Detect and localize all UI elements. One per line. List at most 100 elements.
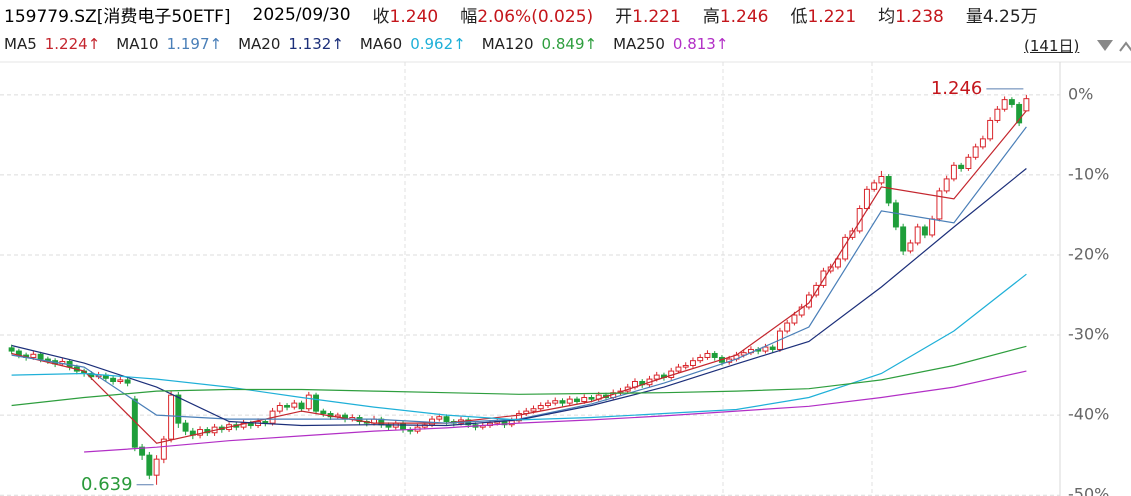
quote: 收1.240 <box>373 2 439 27</box>
quote: 量4.25万 <box>966 2 1038 27</box>
candle-body <box>175 394 182 424</box>
candle-body <box>153 458 160 476</box>
candle-body <box>566 398 573 404</box>
candle-body <box>856 208 863 232</box>
candle-body <box>653 374 660 380</box>
candle-body <box>400 422 406 431</box>
candle-body <box>834 258 841 268</box>
candle-body <box>117 379 124 382</box>
candle-body <box>762 346 769 352</box>
candle-body <box>914 226 921 244</box>
date-group: 2025/09/30 <box>253 5 351 25</box>
quote-header: 159779.SZ[消费电子50ETF] 2025/09/30 收1.240 幅2.0… <box>4 2 1060 28</box>
candle-body <box>1001 99 1008 110</box>
symbol: 159779.SZ[消费电子50ETF] <box>4 7 231 27</box>
quote-label: 量 <box>965 7 983 27</box>
quote-label: 开 <box>615 7 633 27</box>
candle-body <box>552 400 559 404</box>
legend-name: MA120 <box>481 35 534 53</box>
candle-body <box>574 398 580 403</box>
legend-name: MA10 <box>116 35 159 53</box>
ma-line <box>11 126 1027 424</box>
quote-label: 低 <box>790 7 808 27</box>
y-tick-label: -50% <box>1068 485 1109 496</box>
candle-body <box>305 394 312 410</box>
quote-label: 高 <box>702 7 720 27</box>
plot-area: 0% -10% -20% -30% -40% -50% 1.246 0.639 <box>0 78 1109 496</box>
quote-value: 1.246 <box>719 7 769 27</box>
candle-body <box>443 416 450 423</box>
candle-body <box>537 405 544 410</box>
candle-body <box>1008 99 1015 105</box>
candle-body <box>197 429 204 436</box>
ma-line <box>84 370 1027 453</box>
ma-line <box>11 345 1027 407</box>
legend-value: 1.132↑ <box>288 35 344 53</box>
quote-value: 1.238 <box>895 7 944 27</box>
candle-body <box>516 413 522 422</box>
candle-body <box>987 119 994 140</box>
candle-body <box>1016 103 1023 124</box>
legend-value: 1.197↑ <box>166 35 223 53</box>
candle-body <box>182 422 189 432</box>
candle-body <box>37 353 44 360</box>
y-tick-label: -10% <box>1068 164 1109 183</box>
legend-value: 1.224↑ <box>44 35 101 53</box>
symbol-group: 159779.SZ[消费电子50ETF] <box>4 2 231 27</box>
legend-value: 0.813↑ <box>672 35 729 53</box>
candle-body <box>139 446 146 456</box>
candle-body <box>950 164 957 180</box>
candle-body <box>168 394 175 440</box>
candle-body <box>813 284 820 296</box>
candle-body <box>798 306 805 316</box>
candle-body <box>958 164 965 169</box>
legend-value: 0.849↑ <box>541 35 598 53</box>
candle-body <box>581 397 588 403</box>
quote: 均1.238 <box>878 2 944 27</box>
period-selector[interactable]: (141日) <box>1024 37 1080 55</box>
candle-body <box>878 176 885 184</box>
legend-name: MA60 <box>359 35 403 53</box>
quote-label: 幅 <box>460 7 478 27</box>
candle-body <box>247 422 254 427</box>
candle-body <box>284 405 291 408</box>
candle-body <box>885 176 892 204</box>
candle-body <box>436 416 443 420</box>
candle-body <box>146 454 153 476</box>
candle-body <box>936 190 943 220</box>
candle-body <box>871 182 878 190</box>
candle-body <box>276 405 283 412</box>
legend-entry: MA120 0.849↑ <box>482 35 597 53</box>
quote: 低1.221 <box>790 2 856 27</box>
candle-body <box>972 146 979 158</box>
candle-body <box>320 410 327 415</box>
candle-body <box>820 270 827 286</box>
annotation: 0.639 <box>81 474 133 495</box>
candle-body <box>8 347 15 352</box>
date: 2025/09/30 <box>252 4 351 25</box>
quote-value: 4.25万 <box>982 7 1038 27</box>
candle-body <box>805 294 812 308</box>
quote-label: 均 <box>878 7 896 27</box>
quote: 高1.246 <box>703 2 769 27</box>
candle-body <box>110 377 117 382</box>
legend-entry: MA250 0.813↑ <box>613 35 728 53</box>
legend-name: MA250 <box>613 35 665 53</box>
collapse-icon[interactable] <box>1119 41 1131 52</box>
candle-body <box>124 379 131 384</box>
candle-body <box>900 226 907 252</box>
candle-body <box>675 366 682 372</box>
annotation: 1.246 <box>931 78 983 99</box>
candle-body <box>979 138 986 148</box>
candle-body <box>298 402 305 410</box>
candle-body <box>689 360 696 366</box>
legend-value: 0.962↑ <box>410 35 466 53</box>
ma-legend: MA5 1.224↑ MA10 1.197↑ MA20 1.132↑ MA60 0.962↑ M… <box>4 35 744 53</box>
candle-body <box>711 352 718 358</box>
legend-entry: MA20 1.132↑ <box>238 35 344 53</box>
dropdown-icon[interactable] <box>1097 40 1113 51</box>
candle-body <box>682 364 689 368</box>
candle-body <box>697 356 704 362</box>
